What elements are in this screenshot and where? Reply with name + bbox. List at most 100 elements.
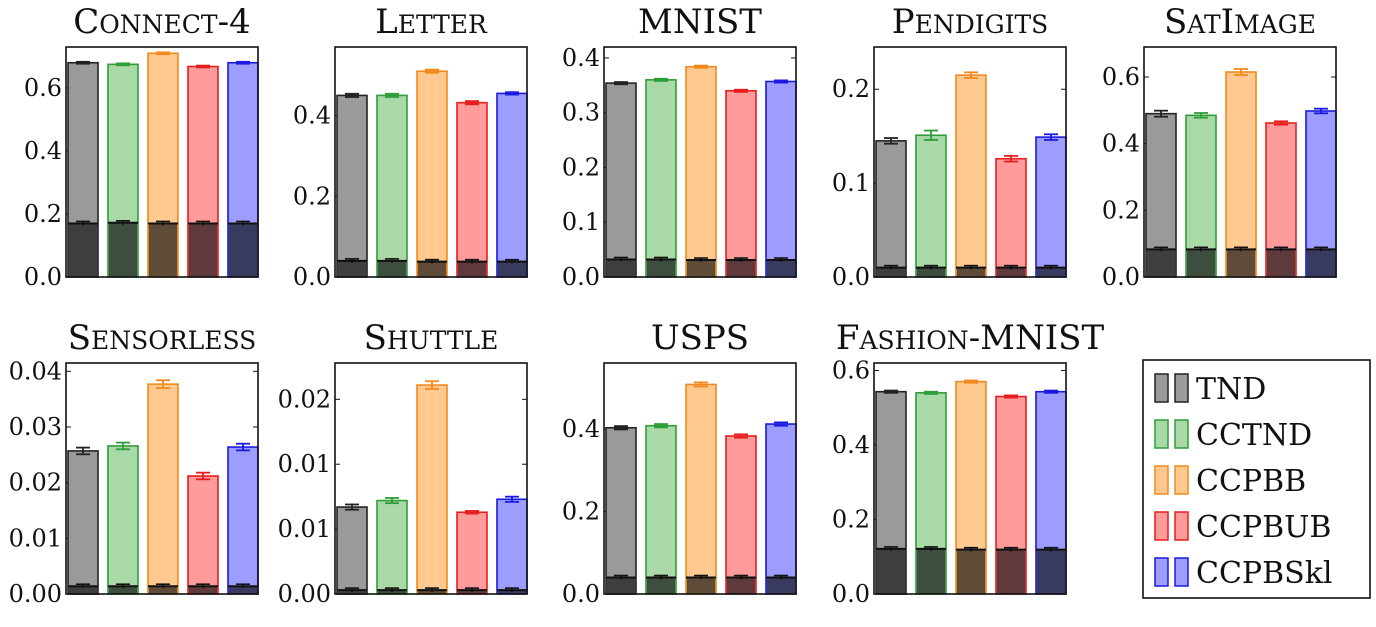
panel-letter: LETTER 0.0 0.2 0.4 (293, 2, 528, 291)
y-tick-label: 0.03 (9, 413, 62, 441)
panel-mnist: MNIST 0.0 0.1 0.2 0.3 0.4 (562, 2, 797, 291)
error-bar-ccpbub (1274, 120, 1288, 126)
y-tick-label: 0.4 (24, 137, 62, 165)
bar-bottom-ccpbub (726, 260, 756, 277)
error-bar-ccpbub (1004, 394, 1018, 399)
error-bar-ccpbub (196, 471, 210, 481)
bar-bottom-ccpbskl (228, 223, 258, 277)
error-bar-bottom-ccpbb (156, 220, 170, 226)
y-tick-label: 0.00 (278, 580, 331, 608)
legend-swatch (1154, 373, 1169, 403)
bar-bottom-tnd (876, 548, 906, 594)
bar-tnd (605, 426, 637, 595)
bar-tnd (875, 140, 907, 278)
legend-swatch (1174, 465, 1189, 495)
y-tick-label: 0.0 (832, 580, 870, 608)
error-bar-ccpbskl (774, 421, 788, 427)
panel-frame (873, 46, 1067, 278)
error-bar-ccpbskl (236, 60, 250, 65)
bar-bottom-ccpbb (686, 577, 716, 594)
panel-title: LETTER (375, 2, 488, 42)
panel-frame (873, 362, 1067, 595)
y-tick-label: 0.4 (562, 415, 600, 443)
bar-ccpbub (725, 90, 757, 278)
bar-bottom-cctnd (916, 267, 946, 277)
panel-frame (65, 362, 259, 595)
bar-bottom-ccpbb (148, 223, 178, 277)
bar-tnd (336, 94, 368, 278)
error-bar-tnd (76, 446, 90, 456)
error-bar-tnd (614, 425, 628, 431)
bar-bottom-ccpbb (417, 261, 447, 277)
error-bar-ccpbb (694, 64, 708, 69)
panel-title: SENSORLESS (68, 318, 257, 358)
bar-ccpbb (1225, 71, 1257, 278)
bar-cctnd (645, 79, 677, 278)
bar-tnd (67, 450, 99, 595)
bar-ccpbb (147, 383, 179, 595)
panel-title: USPS (651, 318, 749, 358)
error-bar-ccpbub (465, 100, 479, 106)
error-bar-tnd (1154, 109, 1168, 118)
error-bar-ccpbb (964, 379, 978, 384)
y-tick-label: 0.2 (832, 505, 870, 533)
panel-frame (603, 46, 797, 278)
panel-title: SATIMAGE (1164, 2, 1316, 42)
legend-swatch (1154, 557, 1169, 587)
bar-ccpbb (416, 384, 448, 595)
error-bar-bottom-cctnd (385, 587, 399, 593)
error-bar-ccpbub (1004, 154, 1018, 163)
bar-ccpbskl (227, 446, 259, 595)
bar-bottom-tnd (68, 586, 98, 594)
panel-title: MNIST (638, 2, 762, 42)
bar-bottom-tnd (68, 223, 98, 277)
error-bar-ccpbskl (1044, 133, 1058, 141)
legend-swatch (1154, 465, 1169, 495)
error-bar-bottom-tnd (884, 546, 898, 551)
error-bar-bottom-ccpbub (734, 574, 748, 580)
legend-swatch (1174, 557, 1189, 587)
error-bar-bottom-ccpbskl (1314, 246, 1328, 252)
bar-cctnd (645, 424, 677, 595)
error-bar-bottom-ccpbub (1004, 264, 1018, 270)
bar-bottom-ccpbb (956, 549, 986, 594)
error-bar-ccpbb (425, 68, 439, 74)
y-tick-label: 0.6 (24, 74, 62, 102)
bar-bottom-cctnd (377, 260, 407, 277)
bar-cctnd (376, 94, 408, 278)
error-bar-bottom-tnd (76, 220, 90, 226)
panel-satimage: SATIMAGE 0.0 0.2 0.4 0.6 (1102, 2, 1337, 291)
panel-frame (334, 46, 528, 278)
bar-bottom-ccpbub (457, 261, 487, 277)
bar-ccpbub (456, 511, 488, 595)
y-tick-label: 0.2 (1102, 196, 1140, 224)
error-bar-tnd (76, 60, 90, 65)
error-bar-ccpbub (734, 88, 748, 93)
error-bar-bottom-ccpbskl (774, 574, 788, 580)
panel-title: FASHION-MNIST (836, 318, 1105, 358)
error-bar-bottom-ccpbskl (1044, 546, 1058, 552)
y-tick-label: 0.2 (832, 75, 870, 103)
legend-swatch (1154, 419, 1169, 449)
error-bar-bottom-ccpbub (1274, 246, 1288, 252)
legend-entry-cctnd: CCTND (1154, 418, 1312, 453)
legend-label: CCPBUB (1196, 510, 1331, 545)
bar-bottom-tnd (337, 260, 367, 277)
error-bar-ccpbskl (1044, 389, 1058, 394)
error-bar-bottom-ccpbub (465, 258, 479, 264)
bar-cctnd (376, 499, 408, 595)
y-tick-label: 0.1 (832, 169, 870, 197)
y-tick-label: 0.02 (278, 385, 331, 413)
error-bar-bottom-ccpbskl (1044, 264, 1058, 270)
bar-bottom-ccpbub (188, 586, 218, 594)
error-bar-cctnd (385, 92, 399, 98)
bar-tnd (605, 82, 637, 278)
legend-label: CCPBB (1196, 464, 1306, 499)
error-bar-bottom-cctnd (385, 258, 399, 263)
error-bar-tnd (345, 503, 359, 511)
legend-entry-tnd: TND (1154, 372, 1266, 407)
error-bar-tnd (614, 81, 628, 86)
error-bar-ccpbb (425, 380, 439, 390)
error-bar-bottom-tnd (345, 258, 359, 263)
error-bar-cctnd (924, 129, 938, 141)
